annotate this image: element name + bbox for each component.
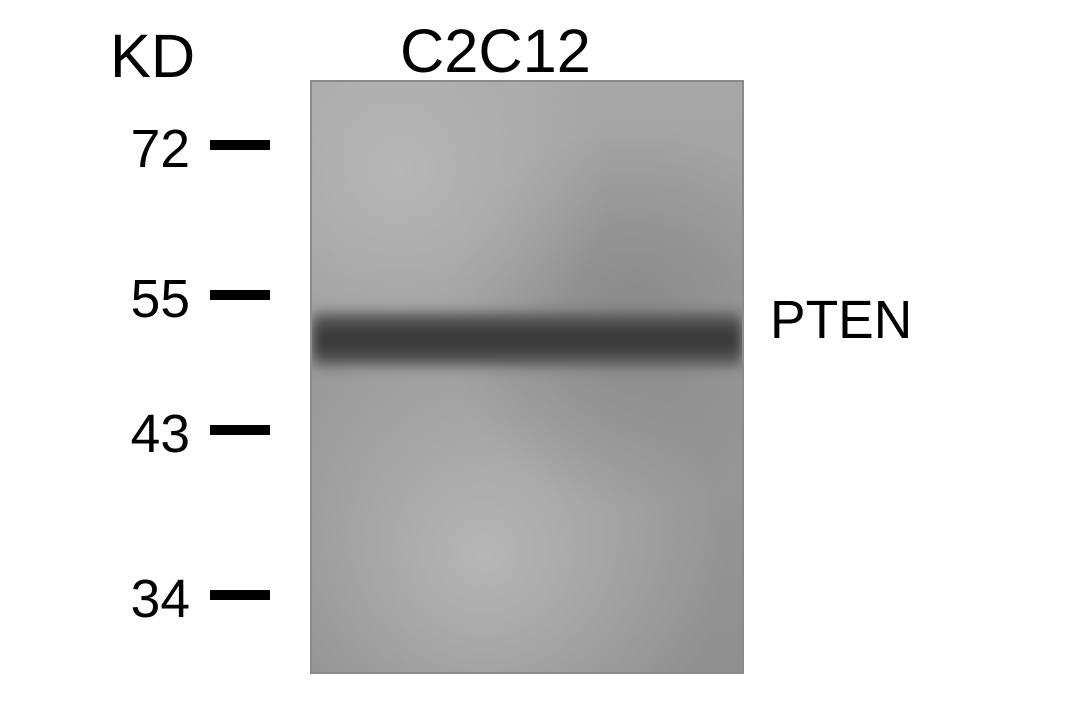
mw-marker-55-tick — [210, 290, 270, 300]
western-blot-figure: KD C2C12 72 55 43 34 PTEN — [0, 0, 1080, 712]
blot-lane-c2c12 — [310, 80, 744, 674]
mw-marker-55-label: 55 — [90, 269, 190, 330]
kd-header: KD — [110, 20, 195, 91]
band-label-pten: PTEN — [770, 290, 912, 351]
pten-band — [312, 312, 742, 367]
mw-marker-43-tick — [210, 425, 270, 435]
blot-background — [312, 82, 742, 672]
mw-marker-43-label: 43 — [90, 404, 190, 465]
mw-marker-72-label: 72 — [90, 119, 190, 180]
lane-header-c2c12: C2C12 — [400, 15, 591, 86]
mw-marker-34-tick — [210, 590, 270, 600]
mw-marker-34-label: 34 — [90, 569, 190, 630]
mw-marker-72-tick — [210, 140, 270, 150]
